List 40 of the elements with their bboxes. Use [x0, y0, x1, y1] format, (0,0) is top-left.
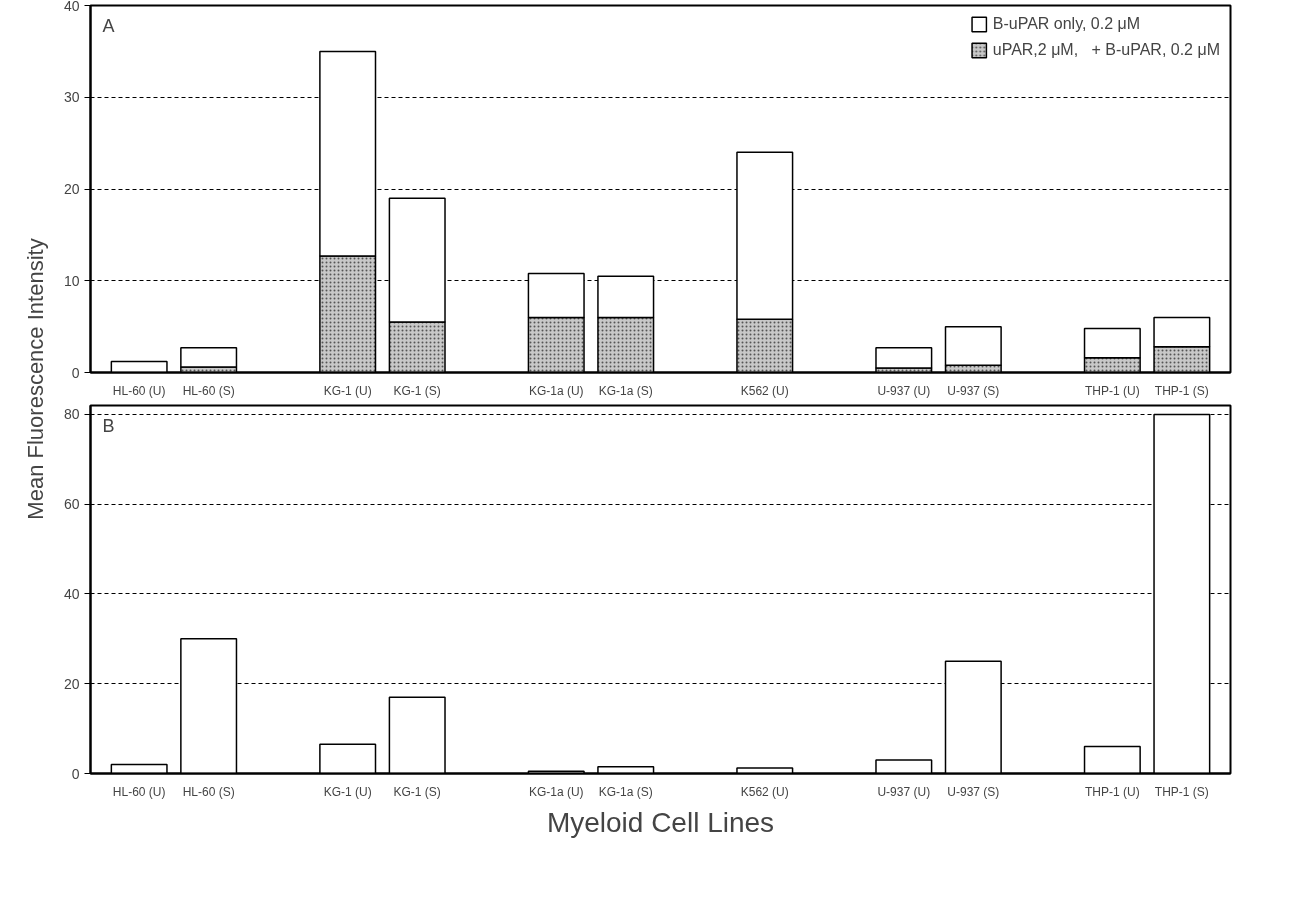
x-tick-label: HL-60 (U): [112, 784, 166, 799]
annotation: A: [102, 15, 115, 36]
x-tick-label: KG-1 (S): [393, 784, 441, 799]
x-tick-label: KG-1a (S): [598, 784, 653, 799]
y-tick-label: 80: [63, 406, 80, 423]
x-tick-label: U-937 (U): [877, 784, 931, 799]
x-tick-label: K562 (U): [740, 383, 789, 398]
y-tick-label: 40: [63, 585, 80, 602]
bar: [180, 346, 238, 368]
legend-label: B-uPAR only, 0.2 μM: [992, 15, 1141, 33]
y-tick-label: 60: [63, 496, 80, 513]
x-tick-label: THP-1 (U): [1085, 784, 1140, 799]
x-tick-label: THP-1 (S): [1154, 784, 1209, 799]
x-tick-label: K562 (U): [740, 784, 789, 799]
x-axis-title: Myeloid Cell Lines: [546, 806, 775, 838]
x-tick-label: THP-1 (U): [1085, 383, 1140, 398]
x-tick-label: THP-1 (S): [1154, 383, 1209, 398]
annotation: B: [102, 415, 115, 436]
y-tick-label: 20: [63, 181, 80, 197]
bar: [875, 346, 933, 369]
y-axis-title: Mean Fluorescence Intensity: [23, 238, 48, 520]
x-tick-label: HL-60 (U): [112, 383, 166, 398]
x-tick-label: KG-1a (U): [528, 383, 584, 398]
legend-label: uPAR,2 μM, + B-uPAR, 0.2 μM: [992, 41, 1220, 59]
x-tick-label: KG-1a (U): [528, 784, 584, 799]
x-tick-label: KG-1 (U): [323, 383, 372, 398]
y-tick-label: 0: [71, 765, 80, 782]
y-tick-label: 40: [63, 0, 80, 14]
x-tick-label: KG-1 (U): [323, 784, 372, 799]
x-tick-label: U-937 (U): [877, 383, 931, 398]
y-tick-label: 0: [71, 364, 80, 381]
y-tick-label: 10: [63, 272, 80, 289]
y-tick-label: 20: [63, 675, 80, 692]
x-tick-label: KG-1a (S): [598, 383, 653, 398]
x-tick-label: U-937 (S): [947, 784, 1000, 799]
x-tick-label: KG-1 (S): [393, 383, 441, 398]
x-tick-label: U-937 (S): [947, 383, 1000, 398]
y-tick-label: 30: [63, 89, 80, 106]
x-tick-label: HL-60 (S): [182, 784, 235, 799]
x-tick-label: HL-60 (S): [182, 383, 235, 398]
